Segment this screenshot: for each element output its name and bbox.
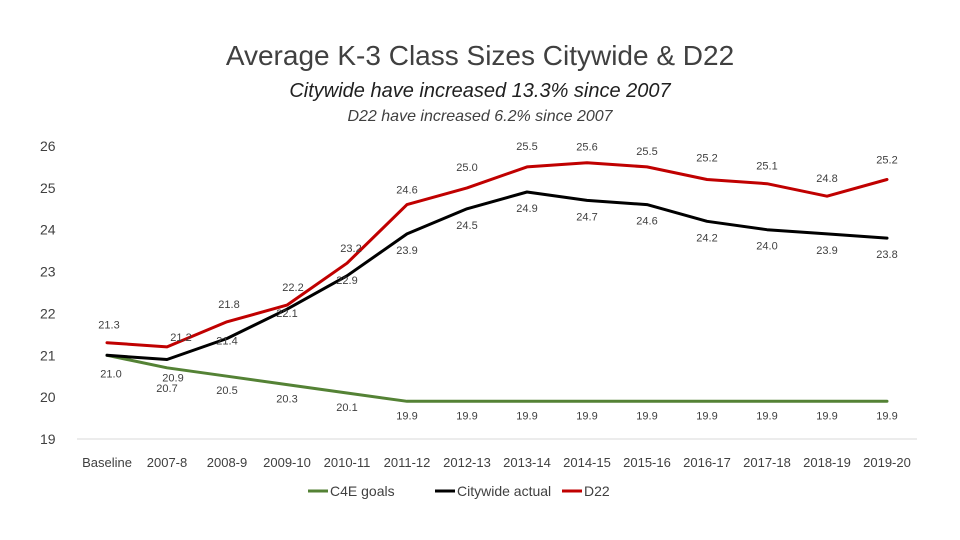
data-label: 25.1	[756, 161, 777, 173]
series-line-0	[105, 353, 889, 403]
legend-label: Citywide actual	[457, 483, 551, 499]
y-tick-label: 26	[40, 138, 56, 154]
data-label: 19.9	[456, 410, 477, 422]
y-tick-label: 22	[40, 305, 56, 321]
data-label: 23.9	[396, 245, 417, 257]
x-tick-label: 2019-20	[863, 455, 911, 470]
data-label: 24.8	[816, 173, 837, 185]
x-tick-label: 2009-10	[263, 455, 311, 470]
chart-subsubtitle: D22 have increased 6.2% since 2007	[347, 108, 613, 125]
data-label: 20.9	[162, 372, 183, 384]
data-label: 19.9	[816, 410, 837, 422]
data-label: 24.6	[636, 216, 657, 228]
data-label: 24.0	[756, 241, 777, 253]
y-tick-label: 25	[40, 180, 56, 196]
data-label: 24.9	[516, 203, 537, 215]
data-label: 25.5	[516, 141, 537, 153]
x-tick-label: 2012-13	[443, 455, 491, 470]
y-tick-label: 20	[40, 389, 56, 405]
data-label: 19.9	[876, 410, 897, 422]
x-tick-label: 2016-17	[683, 455, 731, 470]
data-label: 20.7	[156, 383, 177, 395]
data-label: 25.0	[456, 162, 477, 174]
data-label: 21.0	[100, 368, 121, 380]
data-label: 19.9	[636, 410, 657, 422]
y-tick-label: 19	[40, 431, 56, 447]
data-label: 19.9	[396, 410, 417, 422]
x-tick-label: 2017-18	[743, 455, 791, 470]
x-tick-label: 2011-12	[384, 455, 431, 470]
chart-subtitle: Citywide have increased 13.3% since 2007	[289, 80, 671, 102]
data-label: 21.2	[170, 332, 191, 344]
data-label: 20.1	[336, 402, 357, 414]
y-tick-label: 23	[40, 264, 56, 280]
x-tick-label: 2008-9	[207, 455, 247, 470]
data-label: 23.8	[876, 249, 897, 261]
data-label: 22.9	[336, 275, 357, 287]
chart-title: Average K-3 Class Sizes Citywide & D22	[225, 40, 735, 71]
x-tick-label: 2007-8	[147, 455, 187, 470]
data-label: 24.2	[696, 232, 717, 244]
data-label: 21.4	[216, 336, 237, 348]
data-label: 24.5	[456, 220, 477, 232]
y-tick-label: 24	[40, 222, 56, 238]
data-label: 23.9	[816, 245, 837, 257]
x-tick-label: Baseline	[82, 455, 132, 470]
x-tick-label: 2013-14	[503, 455, 551, 470]
series-line-2	[105, 161, 889, 349]
legend-label: C4E goals	[330, 483, 395, 499]
data-label: 21.8	[218, 299, 239, 311]
x-tick-label: 2018-19	[803, 455, 851, 470]
y-tick-label: 21	[40, 347, 56, 363]
data-label: 20.3	[276, 394, 297, 406]
data-label: 25.2	[876, 154, 897, 166]
data-label: 22.1	[276, 308, 297, 320]
data-label: 20.5	[216, 385, 237, 397]
data-label: 19.9	[576, 410, 597, 422]
data-label: 25.6	[576, 142, 597, 154]
x-tick-label: 2015-16	[623, 455, 671, 470]
series-line-1	[105, 190, 889, 361]
data-label: 24.7	[576, 211, 597, 223]
data-label: 19.9	[516, 410, 537, 422]
data-label: 22.2	[282, 282, 303, 294]
data-label: 25.5	[636, 146, 657, 158]
x-tick-label: 2014-15	[563, 455, 611, 470]
data-label: 21.3	[98, 320, 119, 332]
data-label: 24.6	[396, 185, 417, 197]
data-label: 19.9	[696, 410, 717, 422]
legend-label: D22	[584, 483, 610, 499]
x-tick-label: 2010-11	[324, 455, 371, 470]
data-label: 19.9	[756, 410, 777, 422]
data-label: 25.2	[696, 152, 717, 164]
data-label: 23.2	[340, 243, 361, 255]
